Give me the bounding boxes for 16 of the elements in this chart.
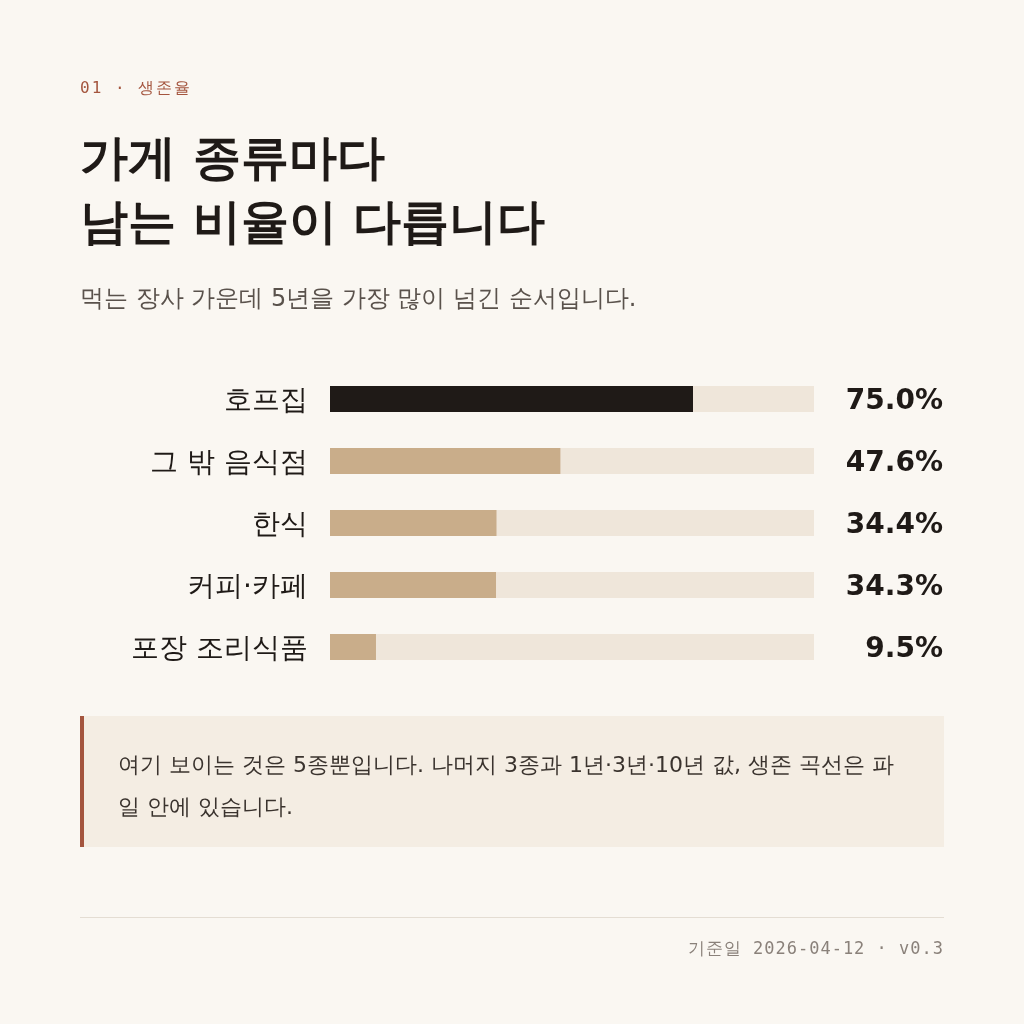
data-label: 34.3% — [845, 568, 943, 602]
text: 기준일 2026-04-12 · v0.3 — [687, 937, 944, 960]
y-tick-label: 커피·카페 — [187, 568, 308, 602]
bar — [330, 634, 376, 660]
text: 여기 보이는 것은 5종뿐입니다. 나머지 3종과 1년·3년·10년 값, 생존 곡선은 파일 안에 있습니다. — [80, 716, 944, 847]
data-label: 75.0% — [845, 382, 943, 416]
data-label: 34.4% — [845, 506, 943, 540]
text: 01 · 생존율 — [80, 78, 193, 99]
y-tick-label: 한식 — [252, 506, 308, 540]
y-tick-label: 포장 조리식품 — [131, 630, 308, 664]
chart-title: 가게 종류마다 남는 비율이 다릅니다 — [80, 128, 546, 251]
data-label: 9.5% — [865, 630, 943, 664]
y-tick-label: 그 밖 음식점 — [150, 444, 308, 478]
data-label: 47.6% — [845, 444, 943, 478]
chart-subtitle: 먹는 장사 가운데 5년을 가장 많이 넘긴 순서입니다. — [80, 283, 637, 314]
y-tick-label: 호프집 — [224, 382, 308, 416]
